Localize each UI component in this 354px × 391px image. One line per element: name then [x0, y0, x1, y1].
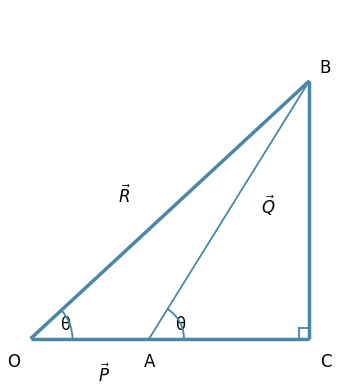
Text: B: B	[320, 59, 331, 77]
Text: O: O	[7, 353, 20, 371]
Text: A: A	[143, 353, 155, 371]
Text: C: C	[320, 353, 331, 371]
Text: $\vec{P}$: $\vec{P}$	[98, 363, 110, 386]
Text: $\vec{R}$: $\vec{R}$	[118, 185, 131, 207]
Text: θ: θ	[176, 316, 185, 334]
Text: $\vec{Q}$: $\vec{Q}$	[261, 194, 275, 219]
Text: θ: θ	[61, 316, 70, 334]
